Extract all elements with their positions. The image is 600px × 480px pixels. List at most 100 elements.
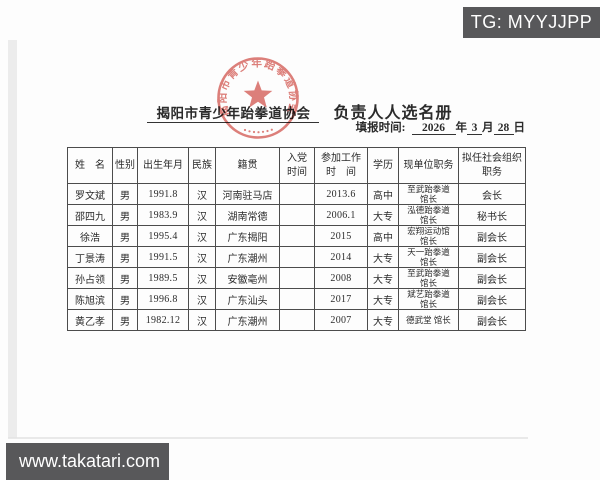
cell-work-time: 2013.6 xyxy=(314,183,368,205)
col-native-place: 籍贯 xyxy=(215,147,280,184)
cell-birth: 1996.8 xyxy=(137,288,189,310)
cell-birth: 1995.4 xyxy=(137,225,189,247)
cell-work-time: 2007 xyxy=(314,309,368,331)
cell-birth: 1991.5 xyxy=(137,246,189,268)
cell-name: 黄乙孝 xyxy=(67,309,113,331)
cell-name: 陈旭滨 xyxy=(67,288,113,310)
cell-current-position: 天一跆拳道 馆长 xyxy=(398,246,459,268)
seal-code-marks xyxy=(243,128,273,134)
cell-current-position: 至武跆拳道 馆长 xyxy=(398,267,459,289)
cell-gender: 男 xyxy=(112,246,138,268)
cell-current-position: 斌艺跆拳道 馆长 xyxy=(398,288,459,310)
cell-name: 孙占领 xyxy=(67,267,113,289)
col-gender: 性别 xyxy=(112,147,138,184)
cell-native-place: 安徽亳州 xyxy=(215,267,280,289)
header-row: 姓 名 性别 出生年月 民族 籍贯 入党 时间 参加工作时 间 学历 现单位职务 … xyxy=(67,147,526,184)
cell-education: 高中 xyxy=(367,225,399,247)
cell-name: 邵四九 xyxy=(67,204,113,226)
document-title-text: 负责人人选名册 xyxy=(333,105,453,122)
filing-year: 2026 xyxy=(411,122,456,135)
cell-party-time xyxy=(279,309,315,331)
col-name: 姓 名 xyxy=(67,147,113,184)
cell-name: 罗文斌 xyxy=(67,183,113,205)
site-watermark: www.takatari.com xyxy=(6,443,169,480)
cell-proposed-position: 副会长 xyxy=(458,225,526,247)
filing-date-label: 填报时间: xyxy=(355,122,406,134)
table-row: 黄乙孝 男 1982.12 汉 广东潮州 2007 大专 德武堂 馆长 副会长 xyxy=(67,309,526,331)
filing-year-unit: 年 xyxy=(455,122,468,134)
cell-native-place: 河南驻马店 xyxy=(215,183,280,205)
cell-native-place: 广东潮州 xyxy=(215,246,280,268)
filing-month: 3 xyxy=(467,122,482,135)
roster-table: 姓 名 性别 出生年月 民族 籍贯 入党 时间 参加工作时 间 学历 现单位职务 … xyxy=(67,147,526,331)
cell-proposed-position: 秘书长 xyxy=(458,204,526,226)
table-row: 孙占领 男 1989.5 汉 安徽亳州 2008 大专 至武跆拳道 馆长 副会长 xyxy=(67,267,526,289)
cell-current-position: 泓德跆拳道 馆长 xyxy=(398,204,459,226)
cell-gender: 男 xyxy=(112,183,138,205)
cell-ethnicity: 汉 xyxy=(188,246,216,268)
table-row: 徐浩 男 1995.4 汉 广东揭阳 2015 高中 宏翔运动馆 馆长 副会长 xyxy=(67,225,526,247)
cell-gender: 男 xyxy=(112,204,138,226)
cell-name: 丁景涛 xyxy=(67,246,113,268)
table-row: 邵四九 男 1983.9 汉 湖南常德 2006.1 大专 泓德跆拳道 馆长 秘书… xyxy=(67,204,526,226)
cell-work-time: 2015 xyxy=(314,225,368,247)
cell-education: 大专 xyxy=(367,267,399,289)
cell-proposed-position: 副会长 xyxy=(458,288,526,310)
col-education: 学历 xyxy=(367,147,399,184)
col-proposed-position: 拟任社会组织 职务 xyxy=(458,147,526,184)
cell-proposed-position: 副会长 xyxy=(458,267,526,289)
cell-current-position: 至武跆拳道 馆长 xyxy=(398,183,459,205)
filing-date-line: 填报时间: 2026 年 3 月 28 日 xyxy=(335,119,525,135)
seal-star-icon xyxy=(243,80,273,108)
cell-work-time: 2017 xyxy=(314,288,368,310)
cell-birth: 1991.8 xyxy=(137,183,189,205)
cell-education: 大专 xyxy=(367,288,399,310)
cell-work-time: 2014 xyxy=(314,246,368,268)
cell-birth: 1983.9 xyxy=(137,204,189,226)
document-title: 揭阳市青少年跆拳道协会 负责人人选名册 xyxy=(0,99,600,123)
telegram-watermark: TG: MYYJJPP xyxy=(463,7,600,38)
cell-party-time xyxy=(279,288,315,310)
cell-proposed-position: 副会长 xyxy=(458,309,526,331)
cell-education: 大专 xyxy=(367,204,399,226)
cell-current-position: 宏翔运动馆 馆长 xyxy=(398,225,459,247)
cell-birth: 1982.12 xyxy=(137,309,189,331)
cell-proposed-position: 副会长 xyxy=(458,246,526,268)
cell-ethnicity: 汉 xyxy=(188,309,216,331)
cell-ethnicity: 汉 xyxy=(188,225,216,247)
cell-native-place: 湖南常德 xyxy=(215,204,280,226)
cell-ethnicity: 汉 xyxy=(188,267,216,289)
col-work-time: 参加工作时 间 xyxy=(314,147,368,184)
col-party-time: 入党 时间 xyxy=(279,147,315,184)
red-seal-stamp: 揭阳市青少年跆拳道协会 xyxy=(216,56,299,139)
cell-ethnicity: 汉 xyxy=(188,288,216,310)
col-current-position: 现单位职务 xyxy=(398,147,459,184)
cell-proposed-position: 会长 xyxy=(458,183,526,205)
filing-month-unit: 月 xyxy=(482,122,494,134)
cell-name: 徐浩 xyxy=(67,225,113,247)
scan-edge-left xyxy=(8,40,17,438)
table-row: 陈旭滨 男 1996.8 汉 广东汕头 2017 大专 斌艺跆拳道 馆长 副会长 xyxy=(67,288,526,310)
cell-native-place: 广东汕头 xyxy=(215,288,280,310)
cell-education: 大专 xyxy=(367,309,399,331)
cell-gender: 男 xyxy=(112,309,138,331)
cell-ethnicity: 汉 xyxy=(188,183,216,205)
cell-gender: 男 xyxy=(112,288,138,310)
filing-day: 28 xyxy=(493,122,514,135)
col-birth: 出生年月 xyxy=(137,147,189,184)
cell-birth: 1989.5 xyxy=(137,267,189,289)
telegram-watermark-text: TG: MYYJJPP xyxy=(470,12,593,32)
cell-gender: 男 xyxy=(112,225,138,247)
cell-current-position: 德武堂 馆长 xyxy=(398,309,459,331)
cell-work-time: 2006.1 xyxy=(314,204,368,226)
cell-party-time xyxy=(279,246,315,268)
cell-work-time: 2008 xyxy=(314,267,368,289)
page-bottom-edge xyxy=(8,437,528,439)
cell-ethnicity: 汉 xyxy=(188,204,216,226)
organization-name: 揭阳市青少年跆拳道协会 xyxy=(147,106,320,123)
cell-native-place: 广东潮州 xyxy=(215,309,280,331)
cell-gender: 男 xyxy=(112,267,138,289)
cell-party-time xyxy=(279,225,315,247)
cell-education: 高中 xyxy=(367,183,399,205)
